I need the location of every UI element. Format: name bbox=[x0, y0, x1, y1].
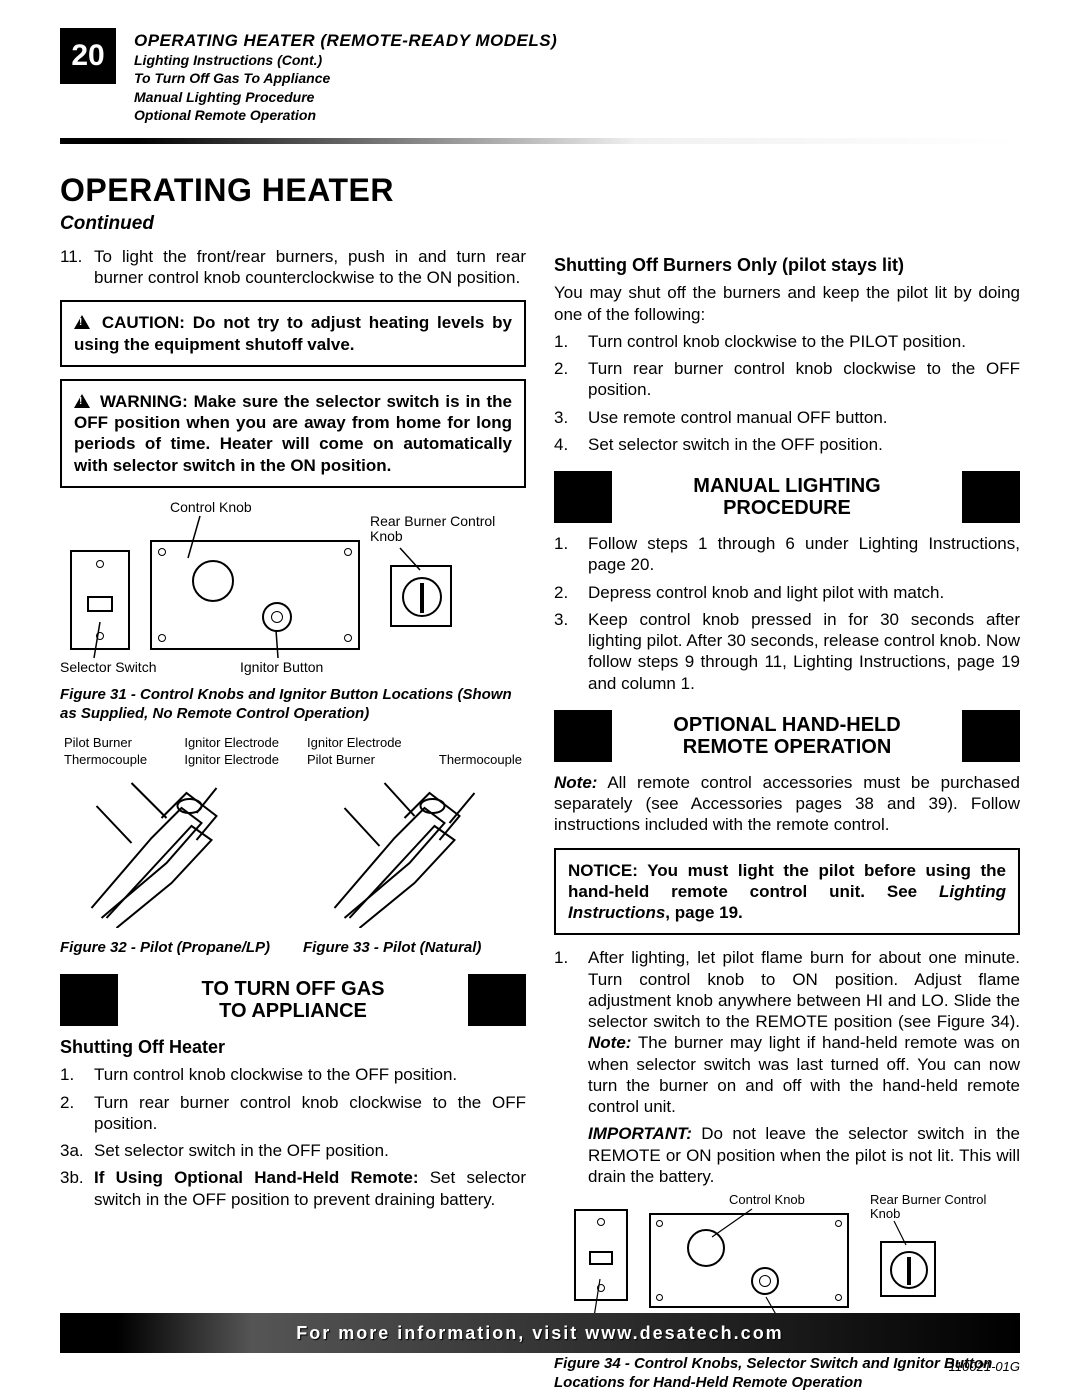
shutting-off-heater-head: Shutting Off Heater bbox=[60, 1036, 526, 1059]
fig33-caption: Figure 33 - Pilot (Natural) bbox=[303, 939, 526, 958]
section-band-manual: MANUAL LIGHTING PROCEDURE bbox=[554, 471, 1020, 523]
list-item: 1. After lighting, let pilot flame burn … bbox=[554, 947, 1020, 1117]
list-item: 3b.If Using Optional Hand-Held Remote: S… bbox=[60, 1167, 526, 1210]
warning-icon bbox=[74, 315, 90, 329]
warning-icon bbox=[74, 394, 90, 408]
fig32-label-ignitor-2: Ignitor Electrode bbox=[184, 735, 279, 751]
footer-band: For more information, visit www.desatech… bbox=[60, 1313, 1020, 1353]
rear-knob-panel bbox=[880, 1241, 936, 1297]
right-column: Shutting Off Burners Only (pilot stays l… bbox=[554, 246, 1020, 1393]
shut-burn-intro: You may shut off the burners and keep th… bbox=[554, 282, 1020, 325]
main-title: OPERATING HEATER bbox=[60, 170, 1020, 210]
note-text: All remote control accessories must be p… bbox=[554, 773, 1020, 835]
warning-text: WARNING: Make sure the selector switch i… bbox=[74, 392, 512, 475]
band-line1: OPTIONAL HAND-HELD bbox=[620, 714, 954, 736]
header-sub-2: To Turn Off Gas To Appliance bbox=[134, 69, 557, 87]
fig32-label-ignitor: Ignitor Electrode bbox=[184, 752, 279, 768]
header-sub-3: Manual Lighting Procedure bbox=[134, 88, 557, 106]
fig31-label-selector: Selector Switch bbox=[60, 660, 156, 675]
band-line2: REMOTE OPERATION bbox=[620, 736, 954, 758]
figures-32-33: Pilot Burner Ignitor Electrode Thermocou… bbox=[60, 735, 526, 933]
figure-31: Control Knob Rear Burner Control Knob Se… bbox=[60, 500, 526, 680]
list-item: 3a.Set selector switch in the OFF positi… bbox=[60, 1140, 526, 1161]
band-line2: TO APPLIANCE bbox=[126, 1000, 460, 1022]
fig34-label-ctrl: Control Knob bbox=[729, 1193, 805, 1207]
list-item: 3.Use remote control manual OFF button. bbox=[554, 407, 1020, 428]
fig31-label-ignitor: Ignitor Button bbox=[240, 660, 323, 675]
list-item: 3.Keep control knob pressed in for 30 se… bbox=[554, 609, 1020, 694]
band-line1: MANUAL LIGHTING bbox=[620, 475, 954, 497]
important-label: IMPORTANT: bbox=[588, 1124, 692, 1143]
fig33-label-pilot: Pilot Burner bbox=[307, 752, 375, 768]
selector-panel bbox=[70, 550, 130, 650]
selector-panel bbox=[574, 1209, 628, 1301]
step-num: 11. bbox=[60, 246, 86, 289]
continued-label: Continued bbox=[60, 212, 1020, 236]
list-item: 2.Turn rear burner control knob clockwis… bbox=[60, 1092, 526, 1135]
band-line1: TO TURN OFF GAS bbox=[126, 978, 460, 1000]
page-header: 20 OPERATING HEATER (REMOTE-READY MODELS… bbox=[60, 28, 1020, 124]
rear-knob-panel bbox=[390, 565, 452, 627]
note-label: Note: bbox=[554, 773, 597, 792]
shut-burn-list: 1.Turn control knob clockwise to the PIL… bbox=[554, 331, 1020, 455]
fig32-caption: Figure 32 - Pilot (Propane/LP) bbox=[60, 939, 283, 958]
fig31-label-control-knob: Control Knob bbox=[170, 500, 252, 515]
document-number: 110021-01G bbox=[949, 1359, 1020, 1375]
footer-text: For more information, visit www.desatech… bbox=[296, 1322, 783, 1345]
shutting-off-heater-list: 1.Turn control knob clockwise to the OFF… bbox=[60, 1064, 526, 1210]
control-panel bbox=[649, 1213, 849, 1308]
notice-box: NOTICE: You must light the pilot before … bbox=[554, 848, 1020, 936]
header-sub-1: Lighting Instructions (Cont.) bbox=[134, 51, 557, 69]
caution-box: CAUTION: Do not try to adjust heating le… bbox=[60, 300, 526, 367]
fig31-caption: Figure 31 - Control Knobs and Ignitor Bu… bbox=[60, 686, 526, 724]
left-column: 11. To light the front/rear burners, pus… bbox=[60, 246, 526, 1393]
header-sub-4: Optional Remote Operation bbox=[134, 106, 557, 124]
step-11: 11. To light the front/rear burners, pus… bbox=[60, 246, 526, 289]
fig32-label-thermo: Thermocouple bbox=[64, 752, 147, 768]
list-item: 1.Follow steps 1 through 6 under Lightin… bbox=[554, 533, 1020, 576]
manual-lighting-list: 1.Follow steps 1 through 6 under Lightin… bbox=[554, 533, 1020, 694]
control-panel bbox=[150, 540, 360, 650]
list-item: 4.Set selector switch in the OFF positio… bbox=[554, 434, 1020, 455]
caution-text: CAUTION: Do not try to adjust heating le… bbox=[74, 313, 512, 353]
fig33-label-ignitor: Ignitor Electrode bbox=[307, 735, 402, 751]
header-title: OPERATING HEATER (REMOTE-READY MODELS) bbox=[134, 30, 557, 51]
section-band-turn-off: TO TURN OFF GAS TO APPLIANCE bbox=[60, 974, 526, 1026]
divider-gradient bbox=[60, 138, 1020, 144]
list-item: 2.Turn rear burner control knob clockwis… bbox=[554, 358, 1020, 401]
section-band-remote: OPTIONAL HAND-HELD REMOTE OPERATION bbox=[554, 710, 1020, 762]
list-item: 1.Turn control knob clockwise to the PIL… bbox=[554, 331, 1020, 352]
fig32-label-pilot: Pilot Burner bbox=[64, 735, 132, 751]
list-item: 2.Depress control knob and light pilot w… bbox=[554, 582, 1020, 603]
page-number: 20 bbox=[60, 28, 116, 84]
fig33-diagram bbox=[303, 768, 526, 928]
shutting-off-burners-head: Shutting Off Burners Only (pilot stays l… bbox=[554, 254, 1020, 277]
important-note: IMPORTANT: Do not leave the selector swi… bbox=[554, 1123, 1020, 1187]
fig32-diagram bbox=[60, 768, 283, 928]
step-text: To light the front/rear burners, push in… bbox=[94, 246, 526, 289]
remote-list: 1. After lighting, let pilot flame burn … bbox=[554, 947, 1020, 1117]
list-item: 1.Turn control knob clockwise to the OFF… bbox=[60, 1064, 526, 1085]
fig33-label-thermo: Thermocouple bbox=[439, 752, 522, 768]
warning-box: WARNING: Make sure the selector switch i… bbox=[60, 379, 526, 488]
remote-note: Note: All remote control accessories mus… bbox=[554, 772, 1020, 836]
fig34-label-rear: Rear Burner Control Knob bbox=[870, 1193, 1020, 1222]
band-line2: PROCEDURE bbox=[620, 497, 954, 519]
fig31-label-rear-knob: Rear Burner Control Knob bbox=[370, 514, 526, 545]
notice-suffix: , page 19. bbox=[665, 903, 742, 922]
